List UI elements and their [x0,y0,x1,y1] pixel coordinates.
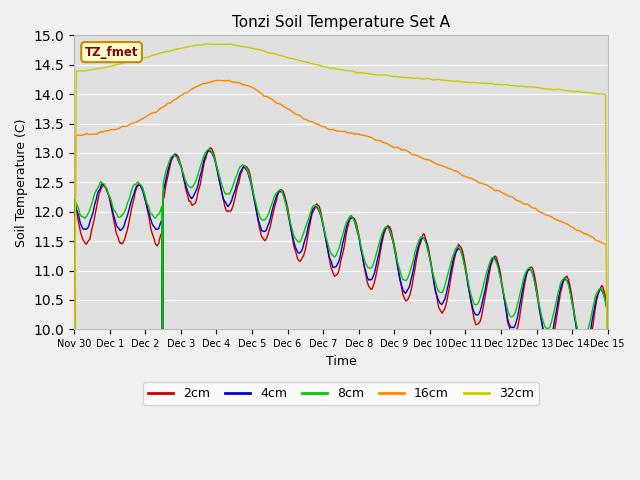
Text: TZ_fmet: TZ_fmet [85,46,138,59]
X-axis label: Time: Time [326,355,356,368]
Y-axis label: Soil Temperature (C): Soil Temperature (C) [15,118,28,247]
Legend: 2cm, 4cm, 8cm, 16cm, 32cm: 2cm, 4cm, 8cm, 16cm, 32cm [143,383,539,406]
Title: Tonzi Soil Temperature Set A: Tonzi Soil Temperature Set A [232,15,450,30]
